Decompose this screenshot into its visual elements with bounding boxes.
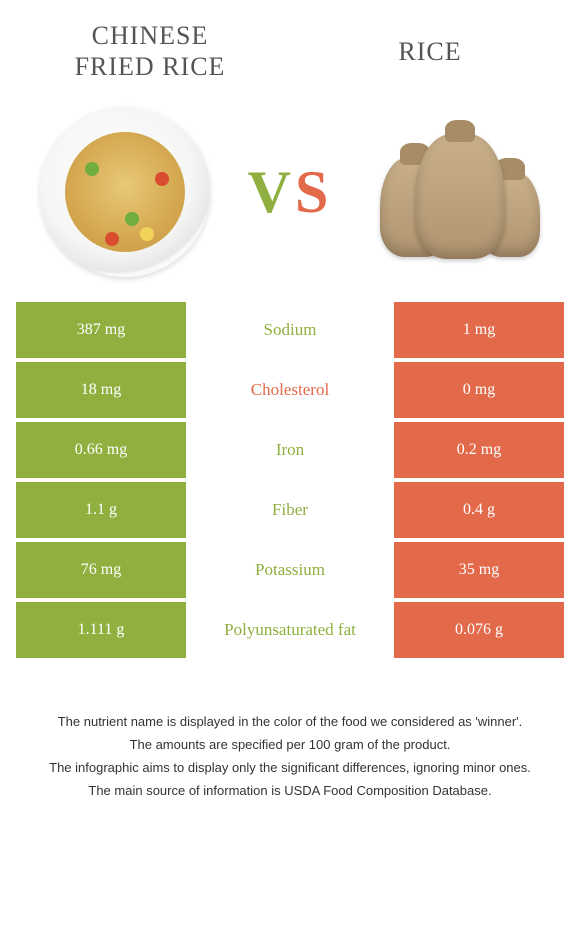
cell-left-value: 76 mg	[16, 542, 186, 598]
table-row: 0.66 mgIron0.2 mg	[16, 422, 564, 478]
footer-line: The main source of information is USDA F…	[30, 781, 550, 802]
plate-icon	[40, 107, 210, 277]
comparison-table: 387 mgSodium1 mg18 mgCholesterol0 mg0.66…	[0, 302, 580, 658]
cell-nutrient-label: Iron	[186, 422, 394, 478]
table-row: 1.111 gPolyunsaturated fat0.076 g	[16, 602, 564, 658]
vs-v: V	[248, 159, 295, 225]
title-left: CHINESE FRIED RICE	[40, 20, 260, 82]
table-row: 387 mgSodium1 mg	[16, 302, 564, 358]
cell-nutrient-label: Cholesterol	[186, 362, 394, 418]
vs-s: S	[295, 159, 332, 225]
images-row: VS	[0, 92, 580, 302]
cell-nutrient-label: Sodium	[186, 302, 394, 358]
table-row: 76 mgPotassium35 mg	[16, 542, 564, 598]
cell-left-value: 0.66 mg	[16, 422, 186, 478]
cell-right-value: 0 mg	[394, 362, 564, 418]
footer-line: The amounts are specified per 100 gram o…	[30, 735, 550, 756]
cell-nutrient-label: Polyunsaturated fat	[186, 602, 394, 658]
header: CHINESE FRIED RICE RICE	[0, 0, 580, 92]
cell-left-value: 18 mg	[16, 362, 186, 418]
food-image-left	[30, 102, 220, 282]
cell-left-value: 1.111 g	[16, 602, 186, 658]
table-row: 1.1 gFiber0.4 g	[16, 482, 564, 538]
cell-right-value: 0.4 g	[394, 482, 564, 538]
food-image-right	[360, 102, 550, 282]
cell-left-value: 387 mg	[16, 302, 186, 358]
fried-rice-icon	[65, 132, 185, 252]
cell-nutrient-label: Fiber	[186, 482, 394, 538]
vs-label: VS	[248, 158, 333, 227]
cell-left-value: 1.1 g	[16, 482, 186, 538]
footer-notes: The nutrient name is displayed in the co…	[0, 662, 580, 801]
footer-line: The nutrient name is displayed in the co…	[30, 712, 550, 733]
table-row: 18 mgCholesterol0 mg	[16, 362, 564, 418]
cell-right-value: 0.076 g	[394, 602, 564, 658]
rice-sacks-icon	[370, 117, 540, 267]
cell-right-value: 0.2 mg	[394, 422, 564, 478]
cell-right-value: 1 mg	[394, 302, 564, 358]
cell-right-value: 35 mg	[394, 542, 564, 598]
title-right: RICE	[320, 36, 540, 67]
footer-line: The infographic aims to display only the…	[30, 758, 550, 779]
cell-nutrient-label: Potassium	[186, 542, 394, 598]
